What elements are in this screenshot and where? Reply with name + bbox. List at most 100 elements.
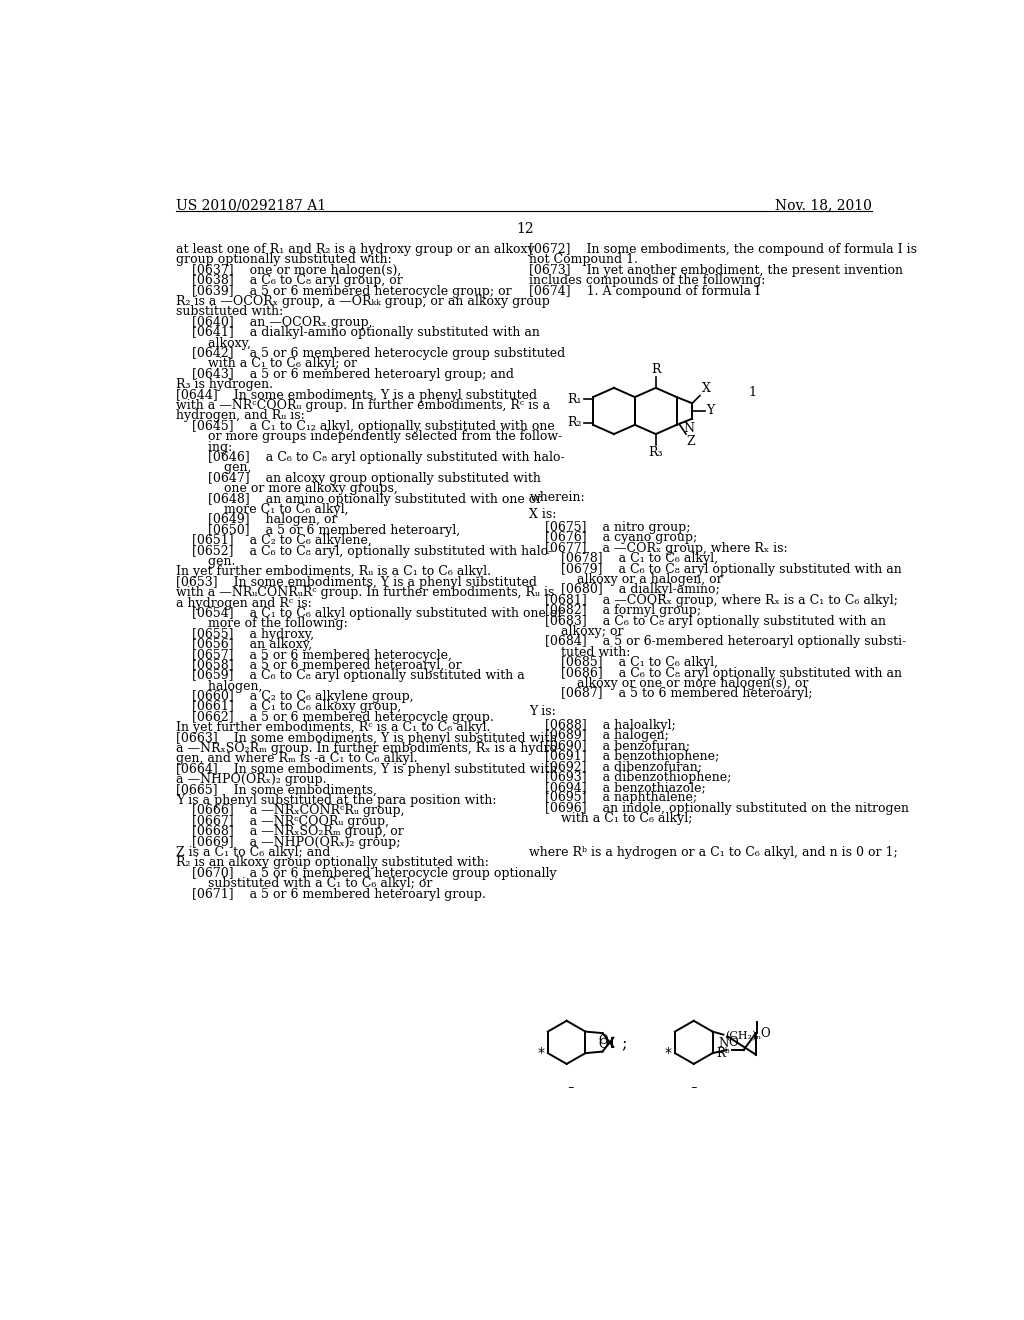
Text: [0673]    In yet another embodiment, the present invention: [0673] In yet another embodiment, the pr… bbox=[529, 264, 903, 277]
Text: gen, and where Rₘ is -a C₁ to C₆ alkyl.: gen, and where Rₘ is -a C₁ to C₆ alkyl. bbox=[176, 752, 418, 766]
Text: [0675]    a nitro group;: [0675] a nitro group; bbox=[529, 521, 691, 535]
Text: [0688]    a haloalkyl;: [0688] a haloalkyl; bbox=[529, 718, 676, 731]
Text: X: X bbox=[701, 381, 711, 395]
Text: [0679]    a C₆ to C₈ aryl optionally substituted with an: [0679] a C₆ to C₈ aryl optionally substi… bbox=[529, 562, 902, 576]
Text: [0668]    a —NRₓSO₂Rₘ group, or: [0668] a —NRₓSO₂Rₘ group, or bbox=[176, 825, 403, 838]
Text: R₃: R₃ bbox=[648, 446, 663, 459]
Text: [0650]    a 5 or 6 membered heteroaryl,: [0650] a 5 or 6 membered heteroaryl, bbox=[176, 524, 460, 537]
Text: [0652]    a C₆ to C₈ aryl, optionally substituted with halo-: [0652] a C₆ to C₈ aryl, optionally subst… bbox=[176, 545, 552, 557]
Text: Z is a C₁ to C₆ alkyl; and: Z is a C₁ to C₆ alkyl; and bbox=[176, 846, 331, 859]
Text: with a —NRᵤCONRᵤRᶜ group. In further embodiments, Rᵤ is: with a —NRᵤCONRᵤRᶜ group. In further emb… bbox=[176, 586, 554, 599]
Text: O: O bbox=[598, 1038, 608, 1051]
Text: *: * bbox=[665, 1047, 672, 1060]
Text: *: * bbox=[538, 1047, 545, 1060]
Text: tuted with:: tuted with: bbox=[529, 645, 631, 659]
Text: [0695]    a naphthalene;: [0695] a naphthalene; bbox=[529, 792, 697, 804]
Text: alkoxy,: alkoxy, bbox=[176, 337, 251, 350]
Text: alkoxy or one or more halogen(s), or: alkoxy or one or more halogen(s), or bbox=[529, 677, 809, 690]
Text: with a C₁ to C₆ alkyl;: with a C₁ to C₆ alkyl; bbox=[529, 812, 693, 825]
Text: more of the following:: more of the following: bbox=[176, 618, 348, 631]
Text: [0663]    In some embodiments, Y is phenyl substituted with: [0663] In some embodiments, Y is phenyl … bbox=[176, 731, 557, 744]
Text: [0660]    a C₂ to C₆ alkylene group,: [0660] a C₂ to C₆ alkylene group, bbox=[176, 690, 414, 704]
Text: [0680]    a dialkyl-amino;: [0680] a dialkyl-amino; bbox=[529, 583, 720, 597]
Text: includes compounds of the following:: includes compounds of the following: bbox=[529, 275, 766, 288]
Text: [0640]    an —OCORₓ group,: [0640] an —OCORₓ group, bbox=[176, 315, 373, 329]
Text: [0683]    a C₆ to C₈ aryl optionally substituted with an: [0683] a C₆ to C₈ aryl optionally substi… bbox=[529, 615, 887, 627]
Text: [0669]    a —NHPO(ORₓ)₂ group;: [0669] a —NHPO(ORₓ)₂ group; bbox=[176, 836, 400, 849]
Text: Y is a phenyl substituted at the para position with:: Y is a phenyl substituted at the para po… bbox=[176, 795, 497, 807]
Text: with a —NRᶜCOORᵤ group. In further embodiments, Rᶜ is a: with a —NRᶜCOORᵤ group. In further embod… bbox=[176, 399, 550, 412]
Text: [0637]    one or more halogen(s),: [0637] one or more halogen(s), bbox=[176, 264, 401, 277]
Text: X is:: X is: bbox=[529, 508, 557, 521]
Text: [0687]    a 5 to 6 membered heteroaryl;: [0687] a 5 to 6 membered heteroaryl; bbox=[529, 688, 813, 701]
Text: where Rᵇ is a hydrogen or a C₁ to C₆ alkyl, and n is 0 or 1;: where Rᵇ is a hydrogen or a C₁ to C₆ alk… bbox=[529, 846, 898, 858]
Text: [0672]    In some embodiments, the compound of formula I is: [0672] In some embodiments, the compound… bbox=[529, 243, 918, 256]
Text: a —NRₓSO₂Rₘ group. In further embodiments, Rₓ is a hydro-: a —NRₓSO₂Rₘ group. In further embodiment… bbox=[176, 742, 561, 755]
Text: [0677]    a —CORₓ group, where Rₓ is:: [0677] a —CORₓ group, where Rₓ is: bbox=[529, 543, 788, 554]
Text: ing:: ing: bbox=[176, 441, 232, 454]
Text: gen,: gen, bbox=[176, 462, 252, 474]
Text: wherein:: wherein: bbox=[529, 491, 585, 504]
Text: [0644]    In some embodiments, Y is a phenyl substituted: [0644] In some embodiments, Y is a pheny… bbox=[176, 388, 538, 401]
Text: [0685]    a C₁ to C₆ alkyl,: [0685] a C₁ to C₆ alkyl, bbox=[529, 656, 719, 669]
Text: In yet further embodiments, Rᵤ is a C₁ to C₆ alkyl.: In yet further embodiments, Rᵤ is a C₁ t… bbox=[176, 565, 492, 578]
Text: [0667]    a —NRᶜCOORᵤ group,: [0667] a —NRᶜCOORᵤ group, bbox=[176, 814, 389, 828]
Text: [0638]    a C₆ to C₈ aryl group, or: [0638] a C₆ to C₈ aryl group, or bbox=[176, 275, 402, 288]
Text: a —NHPO(ORₓ)₂ group.: a —NHPO(ORₓ)₂ group. bbox=[176, 774, 327, 787]
Text: ;: ; bbox=[622, 1034, 627, 1051]
Text: [0674]    1. A compound of formula I: [0674] 1. A compound of formula I bbox=[529, 285, 761, 298]
Text: [0649]    halogen, or: [0649] halogen, or bbox=[176, 513, 338, 527]
Text: a hydrogen and Rᶜ is:: a hydrogen and Rᶜ is: bbox=[176, 597, 311, 610]
Text: [0657]    a 5 or 6 membered heterocycle,: [0657] a 5 or 6 membered heterocycle, bbox=[176, 648, 452, 661]
Text: substituted with a C₁ to C₆ alkyl; or: substituted with a C₁ to C₆ alkyl; or bbox=[176, 878, 432, 890]
Text: [0671]    a 5 or 6 membered heteroaryl group.: [0671] a 5 or 6 membered heteroaryl grou… bbox=[176, 887, 486, 900]
Text: Nov. 18, 2010: Nov. 18, 2010 bbox=[775, 198, 872, 213]
Text: [0684]    a 5 or 6-membered heteroaryl optionally substi-: [0684] a 5 or 6-membered heteroaryl opti… bbox=[529, 635, 906, 648]
Text: Rᵇ: Rᵇ bbox=[717, 1047, 730, 1060]
Text: [0647]    an alcoxy group optionally substituted with: [0647] an alcoxy group optionally substi… bbox=[176, 471, 541, 484]
Text: [0656]    an alkoxy,: [0656] an alkoxy, bbox=[176, 638, 312, 651]
Text: US 2010/0292187 A1: US 2010/0292187 A1 bbox=[176, 198, 327, 213]
Text: Y is:: Y is: bbox=[529, 705, 556, 718]
Text: O: O bbox=[761, 1027, 770, 1040]
Text: [0666]    a —NRₓCONRᶜRᵤ group,: [0666] a —NRₓCONRᶜRᵤ group, bbox=[176, 804, 404, 817]
Text: [0659]    a C₆ to C₈ aryl optionally substituted with a: [0659] a C₆ to C₈ aryl optionally substi… bbox=[176, 669, 524, 682]
Text: halogen,: halogen, bbox=[176, 680, 262, 693]
Text: In yet further embodiments, Rᶜ is a C₁ to C₆ alkyl.: In yet further embodiments, Rᶜ is a C₁ t… bbox=[176, 721, 490, 734]
Text: [0693]    a dibenzothiophene;: [0693] a dibenzothiophene; bbox=[529, 771, 732, 784]
Text: more C₁ to C₆ alkyl,: more C₁ to C₆ alkyl, bbox=[176, 503, 348, 516]
Text: [0681]    a —COORₓ group, where Rₓ is a C₁ to C₆ alkyl;: [0681] a —COORₓ group, where Rₓ is a C₁ … bbox=[529, 594, 898, 607]
Text: [0654]    a C₁ to C₆ alkyl optionally substituted with one or: [0654] a C₁ to C₆ alkyl optionally subst… bbox=[176, 607, 563, 620]
Text: [0690]    a benzofuran;: [0690] a benzofuran; bbox=[529, 739, 690, 752]
Text: R₂: R₂ bbox=[567, 416, 583, 429]
Text: [0661]    a C₁ to C₆ alkoxy group,: [0661] a C₁ to C₆ alkoxy group, bbox=[176, 701, 401, 714]
Text: at least one of R₁ and R₂ is a hydroxy group or an alkoxy: at least one of R₁ and R₂ is a hydroxy g… bbox=[176, 243, 535, 256]
Text: substituted with:: substituted with: bbox=[176, 305, 284, 318]
Text: Y: Y bbox=[707, 404, 715, 417]
Text: [0692]    a dibenzofuran;: [0692] a dibenzofuran; bbox=[529, 760, 702, 774]
Text: [0655]    a hydroxy,: [0655] a hydroxy, bbox=[176, 628, 314, 640]
Text: alkoxy; or: alkoxy; or bbox=[529, 626, 624, 638]
Text: [0645]    a C₁ to C₁₂ alkyl, optionally substituted with one: [0645] a C₁ to C₁₂ alkyl, optionally sub… bbox=[176, 420, 555, 433]
Text: [0658]    a 5 or 6 membered heteroaryl, or: [0658] a 5 or 6 membered heteroaryl, or bbox=[176, 659, 462, 672]
Text: [0646]    a C₆ to C₈ aryl optionally substituted with halo-: [0646] a C₆ to C₈ aryl optionally substi… bbox=[176, 451, 564, 465]
Text: with a C₁ to C₆ alkyl; or: with a C₁ to C₆ alkyl; or bbox=[176, 358, 357, 371]
Text: R₂ is a —OCORₓ group, a —ORₖₖ group, or an alkoxy group: R₂ is a —OCORₓ group, a —ORₖₖ group, or … bbox=[176, 296, 550, 308]
Text: 12: 12 bbox=[516, 222, 534, 235]
Text: R₂ is an alkoxy group optionally substituted with:: R₂ is an alkoxy group optionally substit… bbox=[176, 857, 488, 870]
Text: [0639]    a 5 or 6 membered heterocycle group; or: [0639] a 5 or 6 membered heterocycle gro… bbox=[176, 285, 512, 298]
Text: [0648]    an amino optionally substituted with one or: [0648] an amino optionally substituted w… bbox=[176, 492, 543, 506]
Text: [0642]    a 5 or 6 membered heterocycle group substituted: [0642] a 5 or 6 membered heterocycle gro… bbox=[176, 347, 565, 360]
Text: [0665]    In some embodiments,: [0665] In some embodiments, bbox=[176, 784, 377, 797]
Text: O: O bbox=[598, 1034, 608, 1047]
Text: (CH₂)ₙ: (CH₂)ₙ bbox=[725, 1031, 762, 1040]
Text: -: - bbox=[690, 1080, 697, 1097]
Text: N: N bbox=[718, 1038, 728, 1049]
Text: or more groups independently selected from the follow-: or more groups independently selected fr… bbox=[176, 430, 562, 444]
Text: one or more alkoxy groups,: one or more alkoxy groups, bbox=[176, 482, 397, 495]
Text: [0682]    a formyl group;: [0682] a formyl group; bbox=[529, 605, 701, 618]
Text: -: - bbox=[567, 1080, 573, 1097]
Text: O: O bbox=[729, 1035, 738, 1048]
Text: hydrogen, and Rᵤ is:: hydrogen, and Rᵤ is: bbox=[176, 409, 305, 422]
Text: [0664]    In some embodiments, Y is phenyl substituted with: [0664] In some embodiments, Y is phenyl … bbox=[176, 763, 557, 776]
